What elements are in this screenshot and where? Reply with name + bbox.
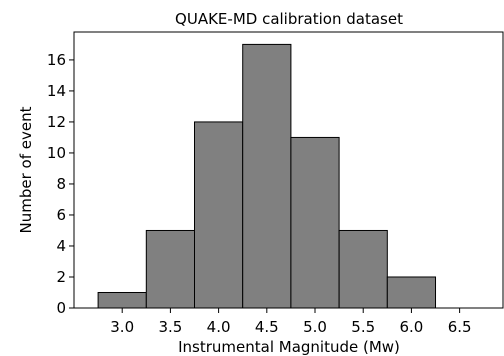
x-tick-label-3: 4.5 [255, 318, 279, 336]
plot-frame [73, 31, 504, 309]
y-tick-label-5: 10 [47, 144, 66, 162]
x-tick-label-7: 6.5 [448, 318, 472, 336]
x-ticks-group: 3.0 3.5 4.0 4.5 5.0 5.5 6.0 6.5 [110, 308, 472, 336]
y-tick-label-3: 6 [56, 206, 66, 224]
histogram-bar-6 [386, 276, 437, 309]
histogram-bar-3 [242, 43, 292, 309]
chart-title: QUAKE-MD calibration dataset [175, 10, 403, 28]
y-tick-label-6: 12 [47, 113, 66, 131]
y-tick-label-8: 16 [47, 51, 66, 69]
y-tick-label-1: 2 [56, 268, 66, 286]
histogram-bar-1 [145, 229, 196, 309]
histogram-bar-4 [290, 136, 340, 309]
y-tick-label-2: 4 [56, 237, 66, 255]
histogram-bar-5 [338, 229, 388, 309]
y-tick-label-0: 0 [56, 299, 66, 317]
x-tick-label-4: 5.0 [303, 318, 327, 336]
y-axis-label: Number of event [17, 106, 35, 233]
x-axis-label: Instrumental Magnitude (Mw) [178, 338, 400, 356]
x-tick-label-5: 5.5 [351, 318, 375, 336]
x-tick-label-1: 3.5 [158, 318, 182, 336]
y-tick-label-4: 8 [56, 175, 66, 193]
histogram-bar-0 [97, 291, 147, 309]
x-tick-label-6: 6.0 [399, 318, 423, 336]
x-tick-label-0: 3.0 [110, 318, 134, 336]
y-tick-label-7: 14 [47, 82, 66, 100]
bars-group [97, 43, 437, 309]
y-ticks-group: 0 2 4 6 8 10 12 14 16 [47, 51, 74, 317]
histogram-bar-2 [194, 121, 244, 309]
x-tick-label-2: 4.0 [207, 318, 231, 336]
